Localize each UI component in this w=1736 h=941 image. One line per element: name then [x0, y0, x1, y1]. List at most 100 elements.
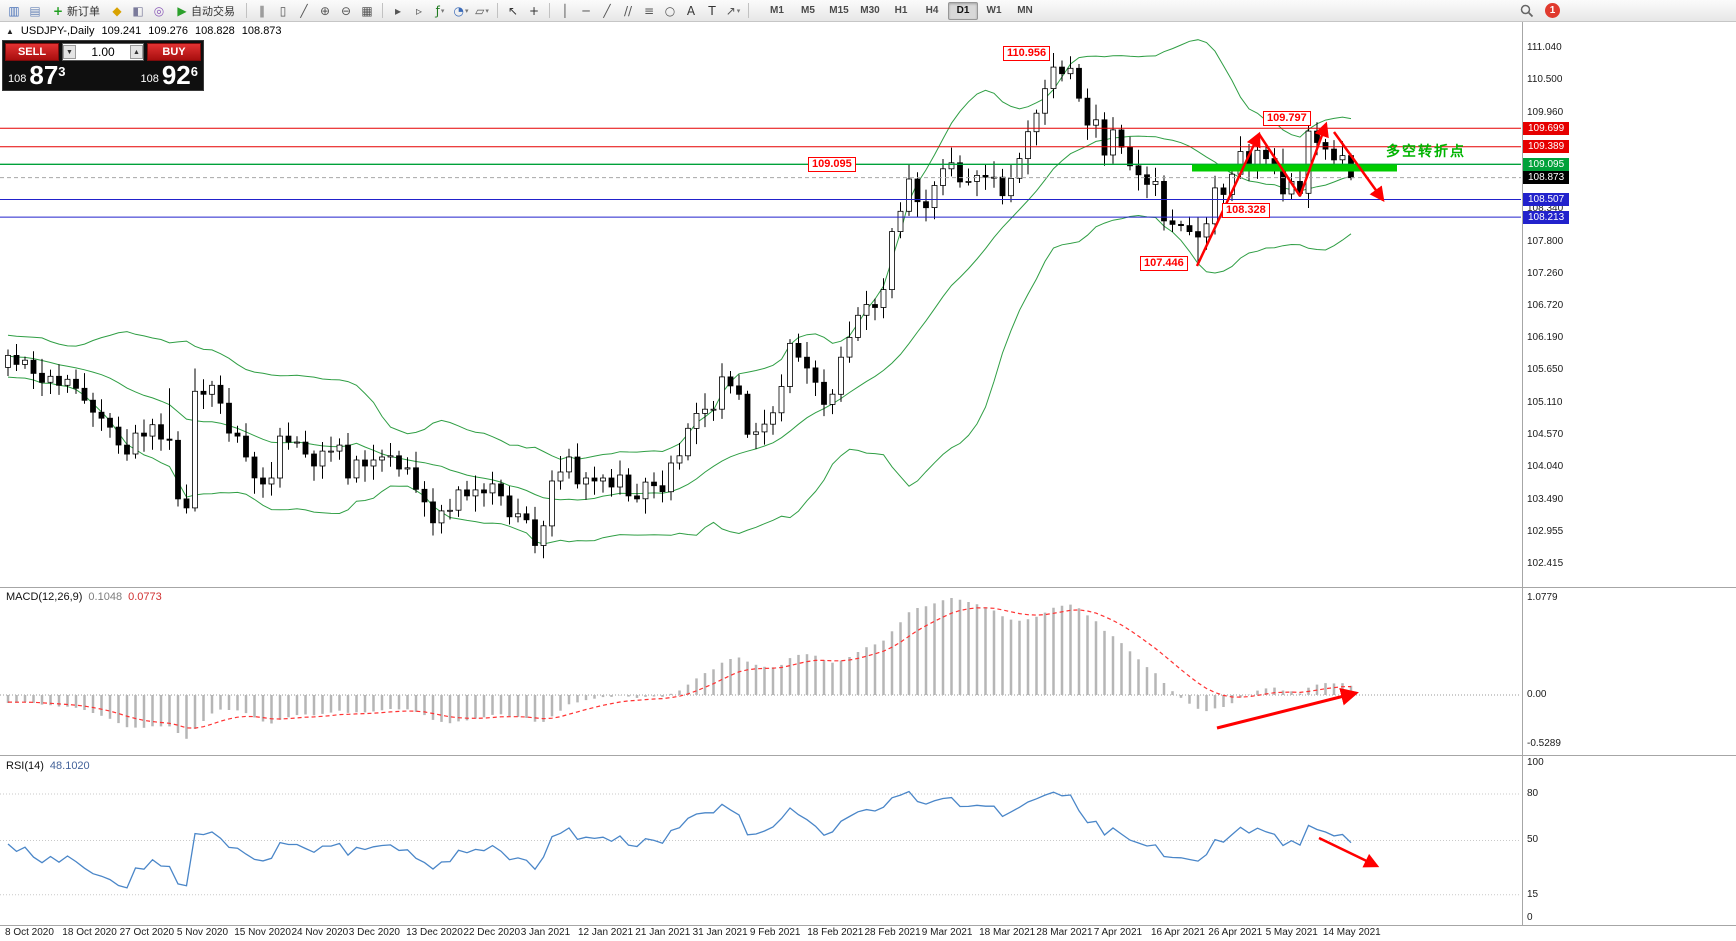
- toolbar-separator: [246, 3, 247, 18]
- candle-body: [1161, 180, 1167, 222]
- buy-button[interactable]: BUY: [147, 43, 201, 61]
- candle-body: [345, 444, 351, 479]
- trendline-icon[interactable]: ╱: [597, 2, 617, 20]
- timeframe-button-m1[interactable]: M1: [770, 5, 784, 16]
- candle-body: [1067, 67, 1074, 75]
- crosshair-icon-glyph: +: [528, 3, 540, 18]
- new-order-button-icon: +: [52, 3, 64, 18]
- candle-body: [175, 439, 181, 500]
- search-icon[interactable]: [1517, 2, 1537, 20]
- grid-icon[interactable]: ▦: [357, 2, 377, 20]
- trend-arrow[interactable]: [1257, 133, 1302, 197]
- zoom-in-icon[interactable]: ⊕: [315, 2, 335, 20]
- text-label-icon[interactable]: T: [702, 2, 722, 20]
- ohlc-close: 108.873: [241, 25, 282, 37]
- navigator-icon[interactable]: ◎: [149, 2, 169, 20]
- horizontal-line-icon[interactable]: ─: [576, 2, 596, 20]
- candle-body: [251, 456, 258, 479]
- vertical-line-icon[interactable]: │: [555, 2, 575, 20]
- candle-body: [1322, 142, 1329, 150]
- chart-shift-icon[interactable]: ▹: [409, 2, 429, 20]
- timeframe-button-mn[interactable]: MN: [1017, 5, 1033, 16]
- tile-windows-icon[interactable]: ▤: [25, 2, 45, 20]
- quotes-icon[interactable]: ◆: [107, 2, 127, 20]
- crosshair-icon[interactable]: +: [524, 2, 544, 20]
- volume-input[interactable]: 1.00: [91, 45, 115, 59]
- candle-body: [1178, 223, 1184, 226]
- timeframe-button-h1[interactable]: H1: [894, 5, 908, 16]
- line-chart-mode-icon-glyph: ╱: [300, 3, 308, 18]
- candle-body: [702, 408, 708, 414]
- trend-arrow[interactable]: [1195, 131, 1261, 267]
- rsi-arrow[interactable]: [1318, 836, 1380, 868]
- candle-body: [889, 231, 895, 291]
- cursor-icon[interactable]: ↖: [503, 2, 523, 20]
- one-click-trading-panel: SELL ▼ 1.00 ▲ BUY 108 87 3 108 92 6: [2, 40, 204, 91]
- periods-icon-caret: ▾: [464, 6, 469, 15]
- depth-of-market-icon[interactable]: ◧: [128, 2, 148, 20]
- symbol-info-line: ▲ USDJPY-,Daily 109.241 109.276 108.828 …: [6, 25, 282, 37]
- sell-button[interactable]: SELL: [5, 43, 59, 61]
- bar-chart-mode-icon[interactable]: ∥: [252, 2, 272, 20]
- arrow-objects-icon-glyph: ↗: [725, 3, 736, 18]
- candlestick-mode-icon[interactable]: ▯: [273, 2, 293, 20]
- timeframe-button-h4[interactable]: H4: [925, 5, 939, 16]
- candle-body: [489, 483, 496, 494]
- sell-price[interactable]: 108 87 3: [8, 60, 66, 90]
- toolbar-separator: [497, 3, 498, 18]
- candle-body: [659, 485, 666, 493]
- candle-body: [124, 444, 130, 455]
- fibonacci-icon[interactable]: ≡: [639, 2, 659, 20]
- shapes-icon[interactable]: ○: [660, 2, 680, 20]
- rsi-line: [7, 790, 1352, 889]
- timeframe-button-m30[interactable]: M30: [860, 5, 880, 16]
- periods-icon-glyph: ◔: [453, 3, 464, 18]
- candle-body: [804, 356, 810, 369]
- templates-icon[interactable]: ▱ ▾: [472, 2, 492, 20]
- candle-body: [430, 501, 436, 524]
- indicators-icon[interactable]: ƒ ▾: [430, 2, 450, 20]
- charts-grid-icon[interactable]: ▥: [4, 2, 24, 20]
- candle-body: [404, 467, 411, 470]
- candle-body: [268, 477, 275, 485]
- volume-decrease-button[interactable]: ▼: [63, 45, 76, 59]
- candle-body: [693, 412, 700, 429]
- new-order-button[interactable]: + 新订单: [46, 2, 106, 20]
- line-chart-mode-icon[interactable]: ╱: [294, 2, 314, 20]
- candle-body: [64, 378, 71, 386]
- arrow-objects-icon[interactable]: ↗ ▾: [723, 2, 743, 20]
- candle-body: [974, 174, 980, 182]
- text-icon[interactable]: A: [681, 2, 701, 20]
- candle-body: [1118, 129, 1125, 148]
- equidistant-channel-icon[interactable]: //: [618, 2, 638, 20]
- candle-body: [22, 359, 28, 365]
- candle-body: [583, 477, 589, 485]
- depth-of-market-icon-glyph: ◧: [132, 3, 144, 18]
- oneclick-toggle-icon[interactable]: ▲: [6, 26, 14, 36]
- trend-arrow[interactable]: [1298, 121, 1329, 197]
- bollinger-lower-band: [7, 214, 1352, 545]
- autotrading-button[interactable]: ▶ 自动交易: [170, 2, 241, 20]
- timeframe-button-w1[interactable]: W1: [986, 5, 1002, 16]
- buy-price[interactable]: 108 92 6: [140, 60, 198, 90]
- drawn-annotations[interactable]: [1195, 121, 1385, 868]
- candle-body: [532, 519, 538, 546]
- trend-arrow[interactable]: [1332, 131, 1385, 203]
- timeframe-button-d1[interactable]: D1: [948, 1, 978, 20]
- candle-body: [838, 356, 844, 395]
- timeframe-button-m15[interactable]: M15: [829, 5, 849, 16]
- notifications-badge[interactable]: 1: [1545, 3, 1560, 18]
- periods-icon[interactable]: ◔ ▾: [451, 2, 471, 20]
- candle-body: [1050, 66, 1057, 89]
- macd-arrow[interactable]: [1216, 687, 1359, 730]
- candle-body: [515, 513, 521, 518]
- candle-body: [90, 399, 96, 413]
- auto-scroll-icon[interactable]: ▸: [388, 2, 408, 20]
- candle-body: [39, 372, 45, 383]
- candle-body: [1093, 119, 1099, 126]
- zoom-out-icon[interactable]: ⊖: [336, 2, 356, 20]
- bollinger-upper-band: [7, 39, 1352, 460]
- volume-increase-button[interactable]: ▲: [130, 45, 143, 59]
- timeframe-button-m5[interactable]: M5: [801, 5, 815, 16]
